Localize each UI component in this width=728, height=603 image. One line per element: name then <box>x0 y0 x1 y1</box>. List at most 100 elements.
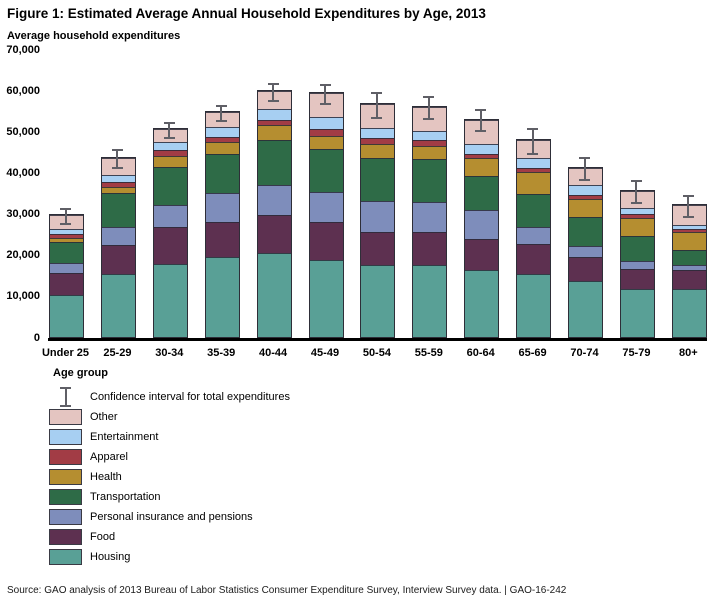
segment-entertainment <box>465 143 499 154</box>
segment-entertainment <box>413 130 447 140</box>
segment-housing <box>257 253 291 337</box>
segment-other <box>672 205 706 225</box>
segment-transportation <box>465 176 499 211</box>
legend-label: Housing <box>90 551 131 563</box>
x-tick-label: 25-29 <box>103 347 132 359</box>
confidence-interval-whisker <box>527 128 539 155</box>
confidence-interval-whisker <box>215 104 227 122</box>
segment-transportation <box>413 158 447 203</box>
plot-area <box>48 50 707 341</box>
y-axis-title: Average household expenditures <box>7 30 181 42</box>
segment-apparel <box>309 128 343 137</box>
segment-personal_insurance <box>620 261 654 269</box>
segment-housing <box>620 289 654 337</box>
y-tick-label: 60,000 <box>6 84 40 97</box>
bar-35-39 <box>204 110 240 338</box>
confidence-interval-whisker <box>682 194 694 218</box>
source-note: Source: GAO analysis of 2013 Bureau of L… <box>7 585 567 596</box>
legend-item-other: Other <box>49 409 290 425</box>
segment-health <box>517 171 551 195</box>
segment-entertainment <box>205 126 239 137</box>
segment-other <box>569 168 602 186</box>
confidence-interval-whisker <box>371 91 383 120</box>
legend-item-housing: Housing <box>49 549 290 565</box>
confidence-interval-whisker <box>267 82 279 103</box>
bar-60-64 <box>464 119 500 338</box>
x-tick-label: 45-49 <box>310 347 340 359</box>
legend-label: Other <box>90 411 118 423</box>
segment-housing <box>413 265 447 337</box>
segment-entertainment <box>517 158 551 169</box>
bar-30-34 <box>152 127 188 338</box>
y-tick-label: 0 <box>33 331 40 344</box>
segment-transportation <box>569 217 602 246</box>
legend-label: Personal insurance and pensions <box>90 511 253 523</box>
segment-apparel <box>465 153 499 159</box>
segment-personal_insurance <box>413 202 447 233</box>
segment-apparel <box>517 168 551 172</box>
segment-food <box>361 231 395 265</box>
x-tick-label: 55-59 <box>414 347 443 359</box>
x-tick-label: 75-79 <box>622 347 651 359</box>
segment-other <box>101 157 135 175</box>
segment-other <box>205 111 239 127</box>
bar-25-29 <box>100 156 136 338</box>
segment-food <box>569 257 602 282</box>
x-tick-label: 40-44 <box>259 347 288 359</box>
confidence-interval-whisker <box>423 95 435 120</box>
segment-apparel <box>50 234 83 239</box>
legend-item-personal_insurance: Personal insurance and pensions <box>49 509 290 525</box>
segment-housing <box>50 295 83 337</box>
segment-health <box>101 186 135 194</box>
bar-50-54 <box>360 103 396 338</box>
segment-food <box>50 273 83 296</box>
personal_insurance-swatch <box>49 509 82 525</box>
segment-entertainment <box>569 185 602 195</box>
segment-housing <box>465 269 499 337</box>
segment-health <box>413 145 447 159</box>
segment-personal_insurance <box>309 192 343 223</box>
segment-apparel <box>361 138 395 144</box>
segment-entertainment <box>153 142 187 150</box>
y-tick-label: 40,000 <box>6 166 40 179</box>
segment-entertainment <box>101 174 135 182</box>
x-axis-labels: Under 25 25-29 30-34 35-39 40-44 45-49 50-54 55… <box>0 347 728 361</box>
confidence-interval-whisker <box>111 148 123 170</box>
segment-personal_insurance <box>257 185 291 216</box>
segment-transportation <box>205 154 239 194</box>
segment-food <box>465 238 499 270</box>
segment-apparel <box>672 229 706 232</box>
figure-title: Figure 1: Estimated Average Annual House… <box>7 6 486 21</box>
bar-40-44 <box>256 90 292 338</box>
segment-housing <box>309 260 343 337</box>
segment-health <box>50 238 83 243</box>
legend-label: Transportation <box>90 491 161 503</box>
segment-other <box>153 128 187 143</box>
food-swatch <box>49 529 82 545</box>
legend-item-transportation: Transportation <box>49 489 290 505</box>
legend-item-confidence-interval: Confidence interval for total expenditur… <box>49 387 290 407</box>
segment-transportation <box>517 194 551 227</box>
segment-transportation <box>101 193 135 227</box>
segment-apparel <box>205 136 239 142</box>
segment-food <box>309 222 343 261</box>
segment-apparel <box>101 181 135 187</box>
x-tick-label: 30-34 <box>155 347 184 359</box>
confidence-interval-whisker <box>163 122 175 139</box>
legend-label: Entertainment <box>90 431 159 443</box>
segment-food <box>153 226 187 265</box>
segment-health <box>309 136 343 150</box>
segment-housing <box>101 274 135 337</box>
segment-entertainment <box>620 207 654 215</box>
bar-45-49 <box>308 92 344 338</box>
segment-housing <box>361 264 395 337</box>
segment-personal_insurance <box>361 201 395 232</box>
legend: Confidence interval for total expenditur… <box>49 387 290 569</box>
y-tick-label: 30,000 <box>6 208 40 221</box>
segment-other <box>620 191 654 208</box>
segment-health <box>257 125 291 141</box>
x-tick-label: 65-69 <box>518 347 547 359</box>
segment-other <box>309 93 343 117</box>
segment-entertainment <box>672 224 706 230</box>
segment-transportation <box>620 235 654 262</box>
